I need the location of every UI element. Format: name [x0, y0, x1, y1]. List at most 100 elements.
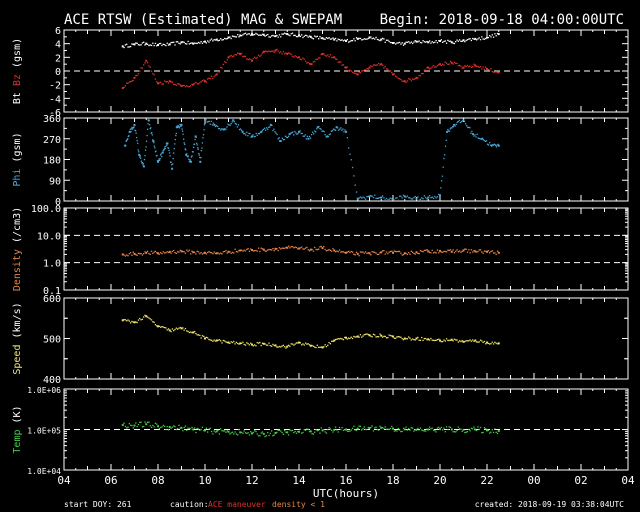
speed-point [195, 333, 197, 335]
magnetic-field-point [264, 35, 266, 37]
density-point [481, 251, 483, 253]
speed-point [353, 335, 355, 338]
phi-point [253, 136, 255, 138]
phi-point [435, 197, 437, 199]
temperature-point [231, 431, 234, 433]
magnetic-field-point [190, 42, 192, 44]
phi-point [208, 120, 210, 123]
magnetic-field-point [466, 39, 469, 41]
density-point [439, 249, 441, 252]
temperature-point [250, 431, 252, 433]
density-point [221, 253, 223, 255]
speed-point [214, 340, 217, 342]
phi-point [410, 198, 412, 200]
density-point [428, 251, 431, 254]
magnetic-field-point [123, 86, 125, 89]
phi-point [426, 198, 428, 200]
phi-point [384, 199, 386, 200]
magnetic-field-point [225, 38, 227, 40]
temperature-point [229, 433, 231, 435]
phi-point [207, 121, 209, 123]
density-point [408, 251, 410, 254]
magnetic-field-point [462, 39, 465, 42]
magnetic-field-point [221, 67, 223, 69]
magnetic-field-point [378, 39, 380, 41]
magnetic-field-point [434, 66, 436, 68]
phi-point [173, 147, 175, 150]
phi-ylabel: Phi (gsm) [12, 132, 23, 186]
magnetic-field-point [485, 37, 487, 40]
magnetic-field-point [342, 64, 345, 66]
phi-point [168, 152, 171, 154]
magnetic-field-point [145, 59, 148, 62]
phi-point [476, 133, 478, 136]
phi-point [326, 135, 329, 138]
start-doy: start DOY: 261 [64, 500, 132, 509]
magnetic-field-point [298, 34, 300, 37]
temperature-point [320, 427, 322, 429]
phi-point [186, 153, 188, 155]
temperature-point [312, 433, 315, 435]
phi-point [165, 145, 167, 147]
temperature-point [150, 426, 153, 428]
magnetic-field-point [362, 69, 364, 72]
phi-point [444, 154, 446, 156]
temperature-point [489, 432, 491, 434]
speed-point [405, 338, 407, 340]
magnetic-field-point [256, 56, 258, 59]
temperature-point [363, 426, 365, 428]
magnetic-field-point [494, 33, 496, 35]
phi-point [372, 196, 375, 199]
phi-point [478, 137, 480, 140]
temperature-point [140, 421, 142, 423]
density-point [295, 246, 298, 249]
density-point [483, 250, 486, 252]
density-point [161, 252, 163, 255]
temperature-point [494, 428, 496, 430]
magnetic-field-point [293, 34, 295, 37]
speed-point [223, 340, 226, 342]
phi-point [278, 137, 280, 139]
density-point [246, 248, 248, 251]
speed-point [153, 321, 155, 324]
phi-point [159, 158, 161, 160]
magnetic-field-point [234, 53, 236, 56]
phi-point [200, 157, 202, 159]
temperature-point [173, 425, 175, 427]
magnetic-field-point [204, 80, 206, 83]
speed-point [363, 334, 365, 336]
phi-point [160, 154, 162, 156]
phi-point [158, 158, 160, 160]
magnetic-field-point [408, 41, 410, 43]
phi-point [441, 175, 444, 177]
temperature-point [458, 428, 461, 430]
phi-point [188, 160, 191, 163]
density-point [182, 250, 184, 253]
phi-point [127, 135, 129, 138]
magnetic-field-point [392, 73, 394, 76]
speed-point [333, 339, 336, 342]
magnetic-field-point [129, 80, 132, 83]
density-point [250, 248, 252, 250]
magnetic-field-point [402, 80, 405, 82]
magnetic-field-point [173, 83, 175, 86]
temperature-point [262, 432, 265, 435]
magnetic-field-point [315, 58, 317, 61]
speed-point [127, 319, 129, 321]
phi-point [219, 127, 221, 130]
phi-point [254, 135, 256, 138]
phi-point [226, 126, 228, 128]
magnetic-field-point [308, 35, 311, 37]
magnetic-field-point [220, 66, 222, 69]
speed-point [186, 330, 188, 332]
temperature-point [453, 431, 456, 433]
speed-point [495, 342, 497, 344]
phi-point [486, 143, 489, 145]
phi-point [316, 128, 318, 130]
temperature-point [307, 428, 309, 431]
x-tick-label: 04 [57, 474, 71, 487]
density-point [126, 254, 128, 256]
phi-point [173, 152, 175, 154]
density-point [405, 252, 407, 255]
